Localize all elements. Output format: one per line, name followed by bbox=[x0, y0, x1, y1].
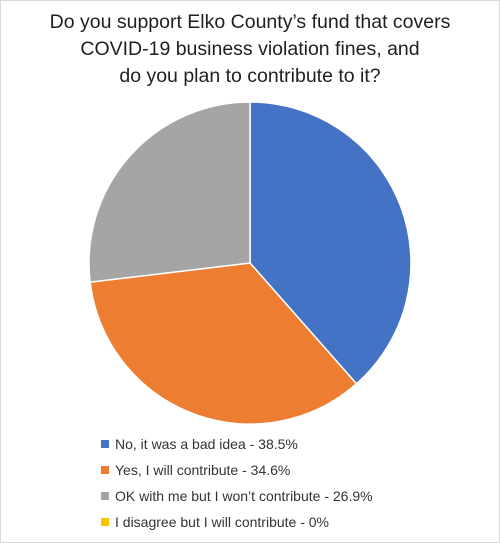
legend-item-disagree: I disagree but I will contribute - 0% bbox=[101, 509, 373, 535]
chart-title-line-3: do you plan to contribute to it? bbox=[119, 65, 381, 87]
legend-swatch-yes bbox=[101, 466, 109, 474]
legend-swatch-disagree bbox=[101, 518, 109, 526]
legend: No, it was a bad idea - 38.5% Yes, I wil… bbox=[101, 431, 373, 535]
legend-item-no: No, it was a bad idea - 38.5% bbox=[101, 431, 373, 457]
chart-title: Do you support Elko County’s fund that c… bbox=[1, 9, 499, 90]
legend-swatch-ok bbox=[101, 492, 109, 500]
pie-slice-no bbox=[249, 101, 412, 385]
legend-label-no: No, it was a bad idea - 38.5% bbox=[115, 436, 298, 452]
pie-slice-ok bbox=[88, 101, 251, 283]
legend-swatch-no bbox=[101, 440, 109, 448]
legend-label-ok: OK with me but I won’t contribute - 26.9… bbox=[115, 488, 373, 504]
legend-label-yes: Yes, I will contribute - 34.6% bbox=[115, 462, 291, 478]
chart-title-line-1: Do you support Elko County’s fund that c… bbox=[49, 11, 451, 33]
legend-label-disagree: I disagree but I will contribute - 0% bbox=[115, 514, 329, 530]
legend-item-ok: OK with me but I won’t contribute - 26.9… bbox=[101, 483, 373, 509]
pie-slice-yes bbox=[89, 262, 358, 425]
legend-item-yes: Yes, I will contribute - 34.6% bbox=[101, 457, 373, 483]
chart-title-line-2: COVID-19 business violation fines, and bbox=[80, 38, 420, 60]
